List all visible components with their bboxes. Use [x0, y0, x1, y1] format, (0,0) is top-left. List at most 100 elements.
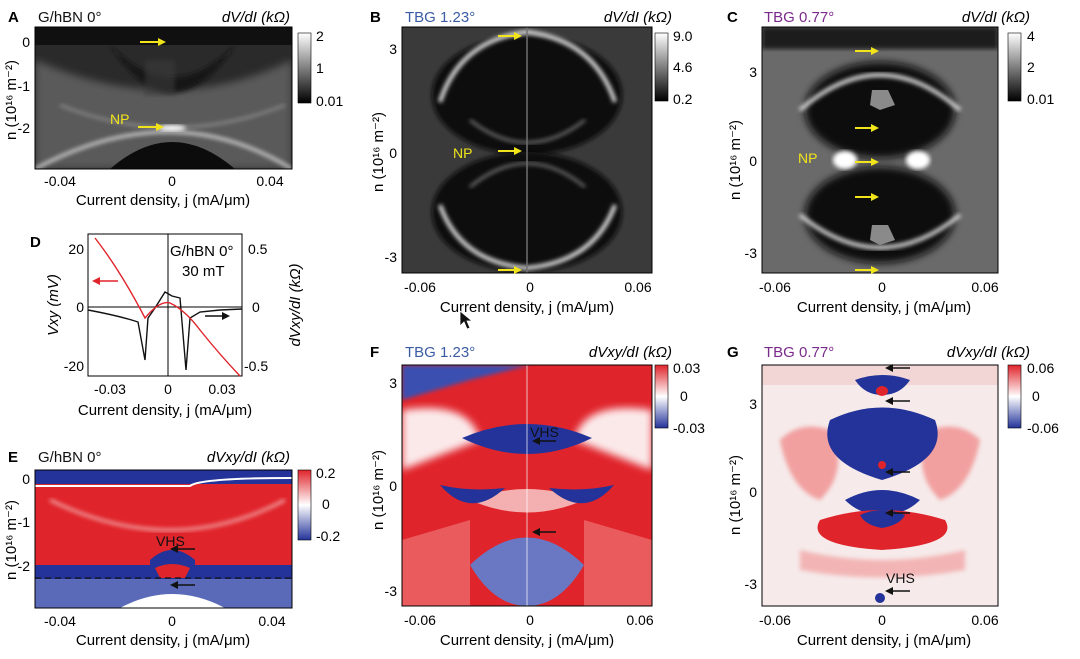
panel-a-ytick-2: -2	[18, 120, 31, 136]
panel-letter-a: A	[8, 9, 19, 26]
panel-g-map	[762, 365, 998, 606]
panel-letter-g: G	[727, 344, 739, 361]
panel-b-cbar-title: dV/dI (kΩ)	[604, 9, 672, 26]
panel-e-vhs-label: VHS	[156, 533, 185, 549]
panel-b-xlabel: Current density, j (mA/μm)	[440, 299, 614, 316]
panel-a-cbar-tick-1: 1	[316, 60, 324, 76]
panel-e-ylabel: n (10¹⁶ m⁻²)	[3, 500, 20, 580]
panel-b-ytick-2: -3	[385, 249, 398, 265]
panel-e-cbar-tick-1: 0	[322, 496, 330, 512]
panel-g-arrows	[885, 364, 910, 595]
panel-a-xtick-0: -0.04	[44, 173, 76, 189]
panel-f-xtick-0: -0.06	[404, 612, 436, 628]
panel-c-map	[762, 27, 998, 273]
panel-c-cbar-tick-0: 4	[1027, 28, 1035, 44]
panel-c-cbar-tick-1: 2	[1027, 59, 1035, 75]
panel-d-ytick-left-2: -20	[64, 358, 84, 374]
panel-c-ytick-1: 0	[749, 153, 757, 169]
panel-d-title: G/hBN 0°	[170, 243, 234, 260]
panel-d-xlabel: Current density, j (mA/μm)	[78, 402, 252, 419]
panel-a-np-label: NP	[110, 111, 129, 127]
panel-e-arrow-vhs	[170, 545, 195, 553]
panel-a-arrow-top	[140, 38, 166, 46]
panel-c-title: TBG 0.77°	[764, 9, 834, 26]
panel-e-xtick-1: 0	[168, 613, 176, 629]
mouse-cursor-icon	[459, 310, 474, 330]
panel-g-ylabel: n (10¹⁶ m⁻²)	[727, 455, 744, 535]
panel-g-ytick-2: -3	[745, 576, 758, 592]
panel-c-colorbar	[1007, 32, 1022, 102]
panel-g-title: TBG 0.77°	[764, 344, 834, 361]
panel-d-dvxy-curve	[87, 291, 243, 371]
panel-a-xlabel: Current density, j (mA/μm)	[76, 192, 250, 209]
panel-b-xtick-0: -0.06	[404, 279, 436, 295]
panel-a-cbar-tick-0: 2	[316, 28, 324, 44]
panel-g-ytick-0: 3	[749, 396, 757, 412]
panel-d-ytick-left-0: 20	[68, 241, 84, 257]
panel-b-cbar-tick-0: 9.0	[673, 28, 693, 44]
panel-a-title: G/hBN 0°	[38, 9, 102, 26]
panel-f-ylabel: n (10¹⁶ m⁻²)	[370, 450, 387, 530]
panel-b-cbar-tick-2: 0.2	[673, 91, 693, 107]
panel-letter-e: E	[8, 449, 18, 466]
panel-d-ylabel-right: dVxy/dI (kΩ)	[287, 263, 304, 346]
panel-d-ytick-right-2: -0.5	[244, 358, 268, 374]
panel-d-subtitle: 30 mT	[182, 263, 225, 280]
panel-f-xlabel: Current density, j (mA/μm)	[440, 632, 614, 649]
panel-d-ytick-right-1: 0	[252, 299, 260, 315]
panel-e-xlabel: Current density, j (mA/μm)	[76, 632, 250, 649]
panel-f-map	[402, 365, 652, 606]
panel-b-ytick-0: 3	[389, 41, 397, 57]
panel-f-xtick-1: 0	[526, 612, 534, 628]
panel-f-cbar-title: dVxy/dI (kΩ)	[589, 344, 672, 361]
panel-d-xtick-0: -0.03	[94, 381, 126, 397]
panel-f-arrow-lower	[532, 528, 556, 536]
panel-b-np-label: NP	[453, 145, 472, 161]
panel-d-black-arrow	[205, 312, 230, 320]
panel-d-axes	[87, 233, 243, 377]
panel-e-ytick-2: -2	[18, 558, 31, 574]
panel-d-ytick-left-1: 0	[76, 299, 84, 315]
panel-e-title: G/hBN 0°	[38, 449, 102, 466]
panel-f-ytick-0: 3	[389, 375, 397, 391]
panel-f: F TBG 1.23° dVxy/dI (kΩ) VHS 0.03 0 -0	[370, 344, 705, 649]
panel-g-cbar-tick-0: 0.06	[1027, 360, 1054, 376]
panel-e-arrow-lower	[170, 581, 195, 589]
panel-c: C TBG 0.77° dV/dI (kΩ) NP 4 2 0.01 3	[727, 9, 1054, 316]
panel-f-title: TBG 1.23°	[405, 344, 475, 361]
panel-d-xtick-2: 0.03	[208, 381, 235, 397]
panel-b-ytick-1: 0	[389, 145, 397, 161]
panel-a-colorbar	[297, 32, 312, 104]
panel-e-cbar-title: dVxy/dI (kΩ)	[207, 449, 290, 466]
panel-c-xtick-0: -0.06	[759, 279, 791, 295]
panel-g-cbar-tick-1: 0	[1032, 388, 1040, 404]
panel-f-cbar-tick-2: -0.03	[673, 420, 705, 436]
panel-e: E G/hBN 0° dVxy/dI (kΩ) VHS 0.2 0 -0.2 0…	[3, 449, 340, 649]
panel-e-ytick-1: -1	[18, 514, 31, 530]
panel-e-colorbar	[297, 469, 312, 541]
panel-f-xtick-2: 0.06	[626, 612, 653, 628]
panel-e-map	[35, 470, 292, 608]
panel-f-colorbar	[654, 364, 669, 429]
panel-d-vxy-curve	[94, 237, 241, 377]
panel-g-xtick-2: 0.06	[971, 612, 998, 628]
panel-g: G TBG 0.77° dVxy/dI (kΩ) VHS	[727, 344, 1059, 649]
panel-f-ytick-2: -3	[385, 583, 398, 599]
panel-letter-b: B	[370, 9, 381, 26]
panel-f-vhs-label: VHS	[530, 424, 559, 440]
panel-a-xtick-1: 0	[168, 173, 176, 189]
panel-g-vhs-label: VHS	[886, 570, 915, 586]
panel-b: B TBG 1.23° dV/dI (kΩ) NP 9.0 4.6 0.2 3 …	[370, 9, 693, 316]
panel-c-np-label: NP	[798, 150, 817, 166]
panel-e-xtick-2: 0.04	[258, 613, 285, 629]
panel-c-ytick-0: 3	[749, 64, 757, 80]
panel-e-xtick-0: -0.04	[44, 613, 76, 629]
panel-f-cbar-tick-0: 0.03	[673, 360, 700, 376]
panel-d-xtick-1: 0	[164, 381, 172, 397]
panel-d: D G/hBN 0° 30 mT 20 0 -20 0.5 0 -0.5 -0.…	[30, 233, 304, 419]
panel-g-xlabel: Current density, j (mA/μm)	[797, 632, 971, 649]
panel-letter-d: D	[30, 234, 41, 251]
panel-c-xtick-1: 0	[878, 279, 886, 295]
panel-c-ylabel: n (10¹⁶ m⁻²)	[727, 120, 744, 200]
